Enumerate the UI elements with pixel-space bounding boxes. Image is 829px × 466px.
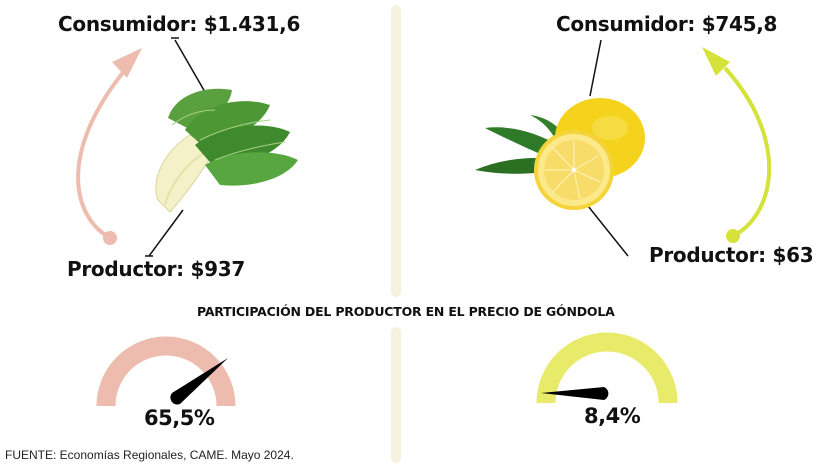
right-gauge-needle-icon xyxy=(541,387,609,400)
lemon-image xyxy=(475,98,645,210)
left-consumer-price: Consumidor: $1.431,6 xyxy=(58,12,301,36)
left-gauge-needle-icon xyxy=(170,358,228,405)
right-producer-leader xyxy=(587,205,629,257)
left-share-value: 65,5% xyxy=(144,406,215,430)
left-consumer-leader xyxy=(174,39,206,93)
left-producer-leader xyxy=(148,209,184,257)
section-title: PARTICIPACIÓN DEL PRODUCTOR EN EL PRECIO… xyxy=(197,304,615,319)
right-share-value: 8,4% xyxy=(584,404,641,428)
right-gauge xyxy=(536,332,678,404)
left-price-arrow-icon xyxy=(76,48,142,245)
chard-image xyxy=(155,88,298,213)
right-consumer-price: Consumidor: $745,8 xyxy=(556,12,778,36)
right-producer-price: Productor: $63 xyxy=(649,243,814,267)
source-note: FUENTE: Economías Regionales, CAME. Mayo… xyxy=(5,448,294,462)
right-price-arrow-icon xyxy=(702,47,772,243)
right-consumer-leader xyxy=(589,39,602,97)
left-gauge xyxy=(96,336,236,407)
left-producer-price: Productor: $937 xyxy=(67,257,245,281)
